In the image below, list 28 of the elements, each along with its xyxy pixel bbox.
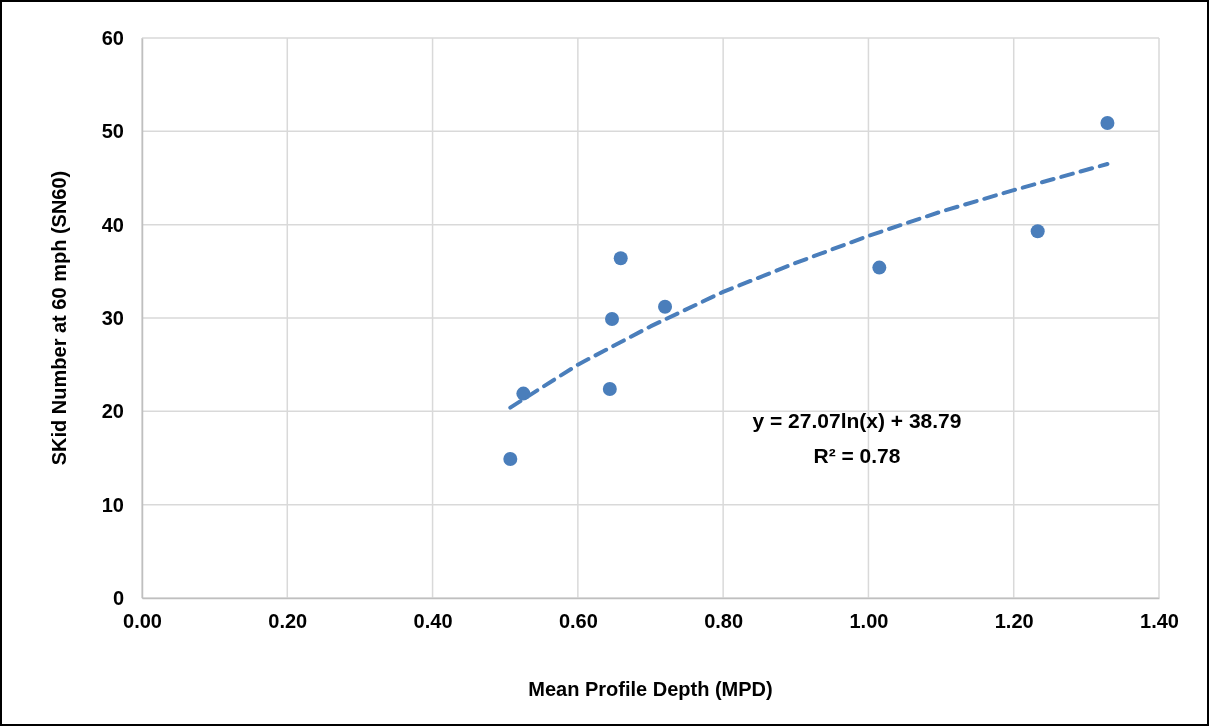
y-tick-label: 60 [101, 26, 124, 49]
point [1100, 115, 1115, 130]
point [503, 451, 518, 466]
y-axis-title: SKid Number at 60 mph (SN60) [48, 170, 70, 466]
point [605, 311, 619, 326]
annotation: R² = 0.78 [813, 444, 901, 467]
x-tick-label: 1.20 [994, 610, 1034, 633]
y-tick-label: 20 [101, 400, 124, 423]
x-tick-label: 1.00 [849, 610, 889, 633]
y-tick-label: 30 [101, 306, 124, 329]
y-tick-label: 40 [101, 213, 124, 236]
x-tick-label: 0.80 [704, 610, 744, 633]
x-tick-label: 0.60 [558, 610, 598, 633]
x-tick-label: 0.00 [123, 610, 162, 633]
point [658, 299, 673, 314]
x-tick-label: 0.40 [413, 610, 453, 633]
y-tick-label: 0 [112, 586, 124, 609]
y-tick-label: 50 [101, 120, 124, 143]
point [602, 381, 617, 396]
x-tick-label: 0.20 [268, 610, 308, 633]
point [872, 260, 887, 275]
x-tick-label: 1.40 [1140, 610, 1179, 633]
point [1030, 224, 1045, 239]
y-tick-label: 10 [101, 493, 124, 516]
line-series [508, 162, 1110, 410]
point [613, 251, 628, 266]
x-axis-title: Mean Profile Depth (MPD) [528, 678, 773, 700]
annotation: y = 27.07ln(x) + 38.79 [752, 409, 962, 432]
